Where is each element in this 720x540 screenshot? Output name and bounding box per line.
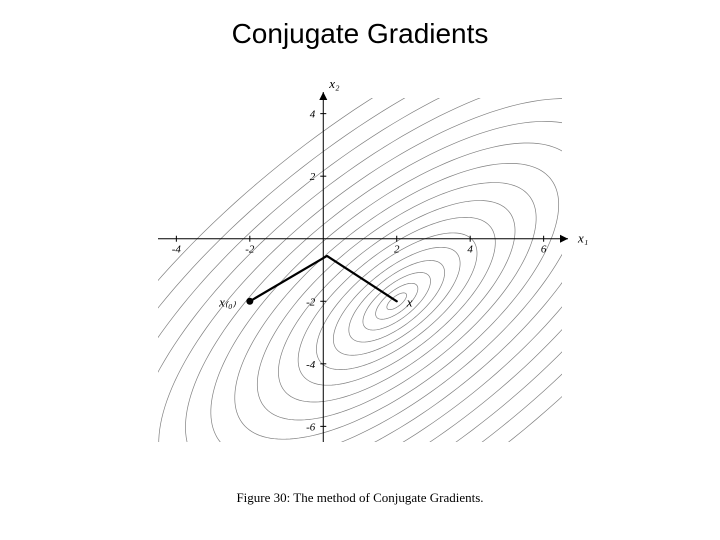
page-title: Conjugate Gradients xyxy=(0,0,720,50)
y-axis-label: x₂ xyxy=(328,76,340,91)
start-point-label: x₍₀₎ xyxy=(218,294,236,309)
svg-text:-4: -4 xyxy=(172,244,182,256)
svg-text:-2: -2 xyxy=(306,296,316,308)
start-point xyxy=(246,298,253,305)
svg-text:6: 6 xyxy=(541,244,547,256)
caption-text: The method of Conjugate Gradients. xyxy=(293,490,483,505)
svg-text:-4: -4 xyxy=(306,359,316,371)
contour-chart: -4 -2 2 4 6 -6 -4 -2 2 4 x₁ x₂ x₍₀₎ x xyxy=(130,70,590,470)
x-axis-label: x₁ xyxy=(577,231,588,246)
svg-text:4: 4 xyxy=(310,109,316,121)
svg-text:2: 2 xyxy=(394,244,400,256)
svg-text:2: 2 xyxy=(310,171,316,183)
svg-text:4: 4 xyxy=(467,244,473,256)
end-point-label: x xyxy=(406,294,413,309)
figure: -4 -2 2 4 6 -6 -4 -2 2 4 x₁ x₂ x₍₀₎ x xyxy=(130,70,590,470)
svg-text:-6: -6 xyxy=(306,421,316,433)
svg-text:-2: -2 xyxy=(245,244,255,256)
figure-caption: Figure 30: The method of Conjugate Gradi… xyxy=(0,490,720,506)
caption-prefix: Figure 30: xyxy=(236,490,290,505)
